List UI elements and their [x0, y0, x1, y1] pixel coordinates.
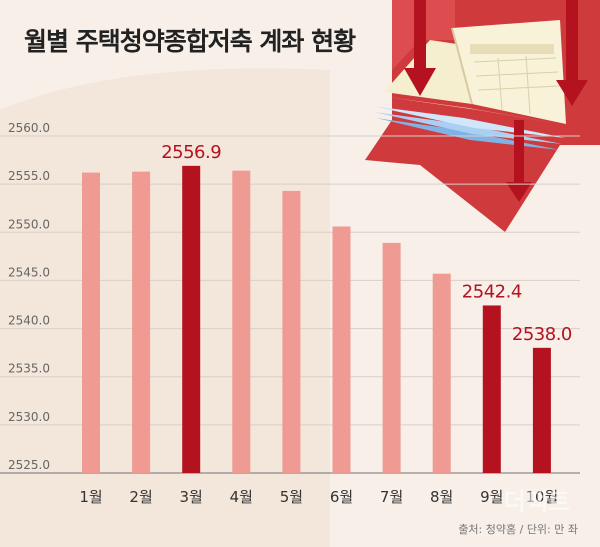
y-axis-ticks: 2525.0 2530.0 2535.0 2540.0 2545.0 2550.0 2555…: [8, 121, 50, 472]
bar: [182, 165, 201, 473]
bar: [132, 171, 151, 473]
x-tick-label: 2월: [129, 488, 152, 506]
watermark-logo: 더팩트: [503, 488, 570, 516]
source-note: 출처: 청약홈 / 단위: 만 좌: [458, 523, 578, 536]
y-tick-label: 2525.0: [8, 458, 50, 472]
data-label: 2542.4: [462, 281, 522, 302]
y-tick-label: 2530.0: [8, 410, 50, 424]
data-label: 2538.0: [512, 324, 572, 345]
x-tick-label: 6월: [330, 488, 353, 506]
bars: [82, 165, 551, 474]
x-tick-label: 3월: [180, 488, 203, 506]
chart-title: 월별 주택청약종합저축 계좌 현황: [24, 27, 356, 56]
x-tick-label: 10월: [525, 488, 558, 506]
passbook-arrow-illustration: [365, 0, 600, 232]
bar: [432, 273, 451, 473]
bar: [482, 305, 501, 473]
y-tick-label: 2550.0: [8, 217, 50, 231]
y-tick-label: 2560.0: [8, 121, 50, 135]
x-tick-label: 7월: [380, 488, 403, 506]
x-tick-label: 9월: [480, 488, 503, 506]
y-tick-label: 2540.0: [8, 314, 50, 328]
background-curve: [0, 68, 330, 547]
y-tick-label: 2535.0: [8, 362, 50, 376]
y-tick-label: 2555.0: [8, 169, 50, 183]
y-tick-label: 2545.0: [8, 265, 50, 279]
x-tick-label: 5월: [280, 488, 303, 506]
bar: [532, 347, 551, 473]
data-labels: 2556.9 2542.4 2538.0: [161, 142, 572, 345]
small-arrows: [404, 0, 588, 202]
data-label: 2556.9: [161, 142, 221, 163]
x-axis-labels: 1월 2월 3월 4월 5월 6월 7월 8월 9월 10월: [79, 488, 558, 506]
x-tick-label: 4월: [230, 488, 253, 506]
bar: [232, 170, 251, 474]
bar: [282, 190, 301, 473]
x-tick-label: 1월: [79, 488, 102, 506]
bar: [382, 242, 401, 473]
bar: [332, 226, 351, 473]
bar: [82, 172, 100, 474]
x-tick-label: 8월: [430, 488, 453, 506]
